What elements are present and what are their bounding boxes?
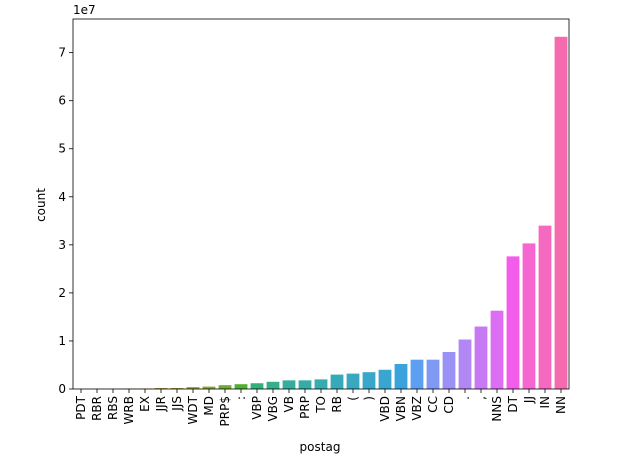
bar (522, 243, 536, 389)
bar (410, 359, 424, 389)
bar (282, 380, 296, 389)
bar (378, 369, 392, 389)
x-tick-label: VB (282, 396, 296, 412)
x-tick-label: RBR (90, 396, 104, 421)
x-tick-label: NNS (490, 396, 504, 422)
x-axis-label: postag (300, 440, 341, 454)
x-tick-label: VBP (250, 396, 264, 420)
plot-frame (72, 18, 570, 390)
bar (250, 383, 264, 389)
x-tick-label: PDT (74, 395, 88, 419)
offset-label: 1e7 (73, 3, 96, 17)
x-tick-label: ( (346, 396, 360, 401)
bar (186, 387, 200, 389)
x-tick-label: VBD (378, 396, 392, 422)
x-tick-label: MD (202, 396, 216, 416)
x-tick-label: , (474, 396, 488, 400)
x-tick-label: EX (138, 396, 152, 412)
x-tick-label: VBN (394, 396, 408, 421)
y-tick-label: 5 (58, 142, 66, 156)
y-tick-label: 6 (58, 94, 66, 108)
x-tick-label: IN (538, 396, 552, 409)
bar (218, 385, 232, 389)
bar (458, 339, 472, 389)
bar (202, 386, 216, 389)
x-tick-label: JJR (154, 396, 168, 412)
bar (474, 326, 488, 389)
x-tick-label: TO (314, 396, 328, 414)
y-tick-label: 3 (58, 238, 66, 252)
y-tick-label: 1 (58, 334, 66, 348)
bar (490, 310, 504, 389)
bar (442, 352, 456, 389)
y-tick-label: 0 (58, 382, 66, 396)
x-tick-label: JJS (170, 396, 184, 412)
x-tick-label: NN (554, 396, 568, 414)
x-tick-label: VBZ (410, 396, 424, 421)
bar (554, 36, 568, 389)
y-tick-label: 4 (58, 190, 66, 204)
x-tick-label: PRP (298, 396, 312, 419)
bar (394, 364, 408, 389)
x-tick-label: JJ (522, 396, 536, 404)
x-tick-label: PRP$ (218, 396, 232, 426)
bar (506, 256, 520, 389)
x-tick-label: RB (330, 396, 344, 413)
x-tick-label: CD (442, 396, 456, 414)
x-tick-label: ) (362, 396, 376, 401)
x-tick-label: WDT (186, 395, 200, 424)
x-tick-label: . (458, 396, 472, 400)
y-tick-label: 2 (58, 286, 66, 300)
x-tick-label: CC (426, 396, 440, 413)
x-tick-label: RBS (106, 396, 120, 420)
y-tick-label: 7 (58, 46, 66, 60)
x-tick-label: : (234, 396, 248, 400)
bar (170, 388, 184, 389)
x-tick-label: VBG (266, 396, 280, 422)
bar (298, 380, 312, 389)
bar (426, 359, 440, 389)
bar (234, 384, 248, 389)
bar (538, 225, 552, 389)
bar (266, 381, 280, 389)
bar (362, 372, 376, 389)
bar (154, 388, 168, 389)
bar (330, 374, 344, 389)
x-tick-label: DT (506, 395, 520, 412)
y-axis-label: count (34, 188, 48, 222)
x-tick-label: WRB (122, 396, 136, 424)
bar (346, 373, 360, 389)
bar (314, 379, 328, 389)
